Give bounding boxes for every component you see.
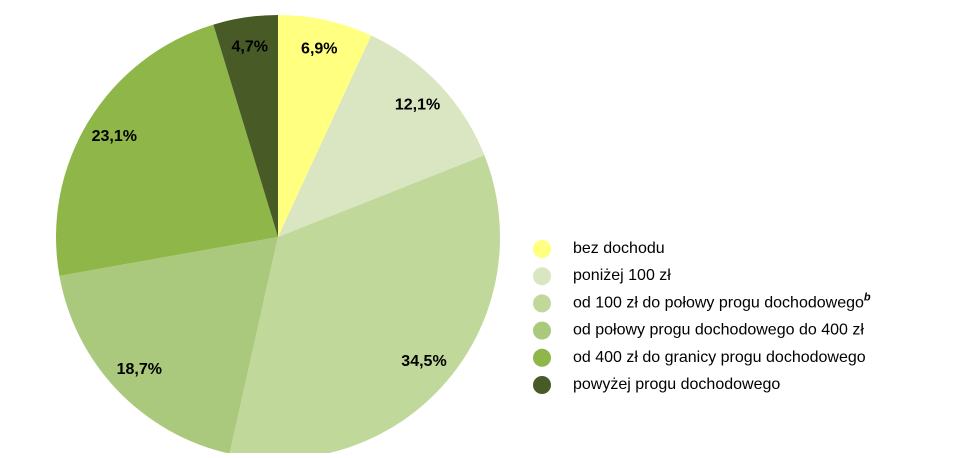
legend-text: od 400 zł do granicy progu dochodowego — [573, 349, 866, 366]
legend-marker — [533, 240, 551, 258]
data-label: 34,5% — [401, 353, 446, 370]
legend-text: bez dochodu — [573, 240, 665, 257]
legend-label: od 400 zł do granicy progu dochodowego — [573, 349, 866, 366]
legend-marker — [533, 294, 551, 313]
pie-slice — [278, 15, 372, 237]
pie-slice — [56, 24, 278, 276]
legend-label: od 100 zł do połowy progu dochodowegob — [573, 291, 871, 311]
pie-slice — [278, 35, 485, 238]
legend-label: powyżej progu dochodowego — [573, 376, 780, 393]
legend-label: od połowy progu dochodowego do 400 zł — [573, 322, 864, 339]
legend-marker — [533, 376, 551, 394]
data-label: 4,7% — [232, 38, 268, 55]
data-label: 23,1% — [92, 128, 137, 145]
pie-slice — [229, 155, 500, 458]
data-label: 12,1% — [395, 96, 440, 113]
legend-text: od 100 zł do połowy progu dochodowego — [573, 295, 864, 312]
data-label: 18,7% — [117, 361, 162, 378]
legend-label: poniżej 100 zł — [573, 267, 671, 284]
legend-text: poniżej 100 zł — [573, 267, 671, 284]
data-label: 6,9% — [301, 41, 337, 58]
legend-text: powyżej progu dochodowego — [573, 376, 780, 393]
legend-marker — [533, 348, 551, 367]
pie-slice — [59, 237, 278, 454]
pie-slice — [213, 15, 278, 237]
legend-marker — [533, 321, 551, 340]
legend-text: od połowy progu dochodowego do 400 zł — [573, 322, 864, 339]
footnote-mark: b — [864, 291, 871, 303]
legend-marker — [533, 267, 551, 286]
legend-label: bez dochodu — [573, 240, 665, 257]
